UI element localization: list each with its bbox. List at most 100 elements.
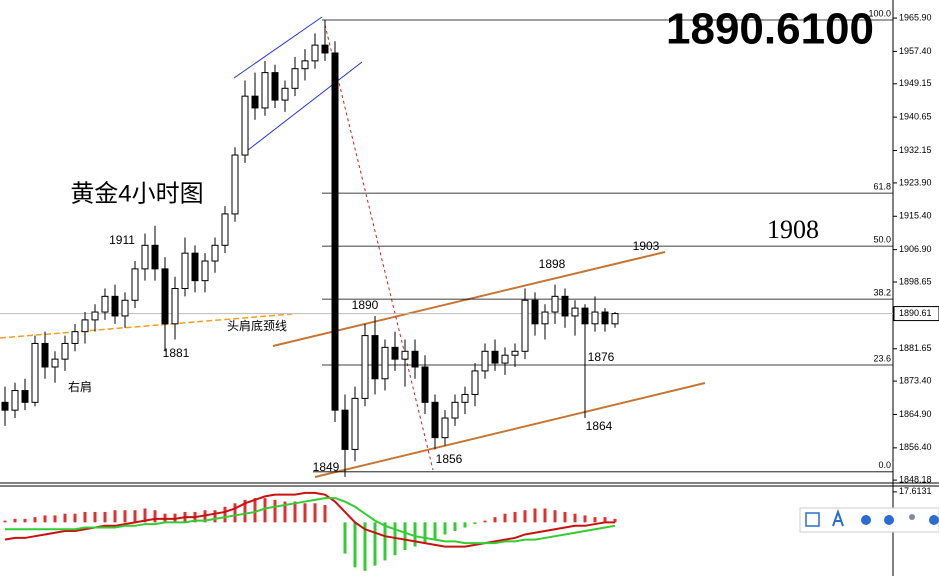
fib-label: 50.0 xyxy=(873,234,891,244)
macd-bar xyxy=(513,511,517,523)
macd-bar xyxy=(493,517,497,523)
candle-body xyxy=(101,295,109,313)
y-tick-label: 1957.40 xyxy=(899,46,932,56)
macd-bar xyxy=(23,518,27,523)
y-tick-label: 1923.90 xyxy=(899,177,932,187)
y-tick-label: 1881.65 xyxy=(899,343,932,353)
candle-body xyxy=(511,350,519,356)
candle-body xyxy=(181,252,189,289)
fib-label: 23.6 xyxy=(873,353,891,363)
macd-bar xyxy=(53,515,57,523)
macd-bar xyxy=(593,517,597,523)
y-tick-label: 1848.18 xyxy=(899,474,932,484)
candle-body xyxy=(111,295,119,317)
fib-label: 0.0 xyxy=(878,460,891,470)
y-tick-label: 1873.40 xyxy=(899,376,932,386)
channel-line xyxy=(233,16,323,79)
fib-label: 61.8 xyxy=(873,181,891,191)
macd-bar xyxy=(3,520,7,523)
candle-body xyxy=(411,350,419,368)
candle-body xyxy=(151,244,159,270)
candle-body xyxy=(191,252,199,282)
y-tick-label: 1906.90 xyxy=(899,244,932,254)
price-label: 1890.6100 xyxy=(666,5,874,54)
tool-icon[interactable] xyxy=(929,515,939,525)
tool-icon[interactable] xyxy=(861,515,871,525)
candle-body xyxy=(491,350,499,364)
candle-body xyxy=(121,299,129,317)
macd-bar xyxy=(473,522,477,525)
annotation: 1876 xyxy=(588,350,615,364)
annotation: 1903 xyxy=(633,239,660,253)
macd-bar xyxy=(43,515,47,523)
candle-body xyxy=(251,95,259,109)
macd-bar xyxy=(343,522,347,554)
candle-body xyxy=(91,311,99,321)
macd-bar xyxy=(153,510,157,523)
macd-line xyxy=(5,497,616,545)
chart-title: 黄金4小时图 xyxy=(70,180,203,207)
candle-body xyxy=(81,319,89,333)
candle-body xyxy=(561,295,569,317)
candle-body xyxy=(171,287,179,325)
macd-bar xyxy=(563,511,567,523)
candle-body xyxy=(551,295,559,313)
fib-trend-line xyxy=(324,24,434,471)
macd-bar xyxy=(293,501,297,523)
macd-bar xyxy=(443,522,447,535)
macd-bar xyxy=(603,517,607,523)
candle-body xyxy=(131,268,139,301)
annotation: 右肩 xyxy=(68,379,92,394)
annotation: 1911 xyxy=(109,233,135,247)
fib-label: 38.2 xyxy=(873,287,891,297)
neckline xyxy=(0,313,293,339)
macd-bar xyxy=(73,513,77,523)
tool-icon[interactable] xyxy=(884,515,894,525)
y-tick-label: 1940.65 xyxy=(899,112,932,122)
candle-body xyxy=(381,346,389,380)
macd-bar xyxy=(243,499,247,523)
tool-icon[interactable] xyxy=(832,509,844,527)
candle-body xyxy=(501,354,509,364)
macd-bar xyxy=(363,522,367,571)
y-tick-label: 1932.15 xyxy=(899,145,932,155)
y-tick-label: 1915.40 xyxy=(899,211,932,221)
candle-body xyxy=(11,390,19,411)
tool-icon[interactable] xyxy=(909,514,915,520)
candle-body xyxy=(301,60,309,70)
candle-body xyxy=(71,331,79,344)
candle-body xyxy=(611,313,619,325)
y-tick-label: 1965.90 xyxy=(899,12,932,22)
candle-body xyxy=(371,335,379,380)
tool-icon[interactable] xyxy=(805,512,820,527)
macd-bar xyxy=(223,506,227,523)
macd-bar xyxy=(583,515,587,523)
candle-body xyxy=(271,72,279,101)
candle-body xyxy=(41,342,49,368)
candle-body xyxy=(461,393,469,403)
macd-bar xyxy=(123,510,127,523)
macd-bar xyxy=(143,508,147,523)
macd-bar xyxy=(533,508,537,523)
candle-body xyxy=(291,68,299,89)
macd-line xyxy=(4,491,615,548)
macd-bar xyxy=(323,505,327,523)
macd-bar xyxy=(433,522,437,540)
candle-body xyxy=(161,268,169,325)
candle-body xyxy=(401,350,409,360)
candle-body xyxy=(311,44,319,62)
candle-body xyxy=(571,307,579,317)
macd-bar xyxy=(413,522,417,547)
candle-body xyxy=(61,342,69,360)
macd-bar xyxy=(463,522,467,528)
macd-bar xyxy=(263,498,267,523)
macd-bar xyxy=(543,508,547,523)
macd-bar xyxy=(233,503,237,523)
candle-body xyxy=(451,401,459,419)
macd-bar xyxy=(113,510,117,523)
annotation: 1864 xyxy=(586,419,613,433)
candle-body xyxy=(231,154,239,215)
macd-bar xyxy=(13,518,17,523)
candle-body xyxy=(1,401,9,411)
current-price-label: 1890.61 xyxy=(899,308,932,318)
